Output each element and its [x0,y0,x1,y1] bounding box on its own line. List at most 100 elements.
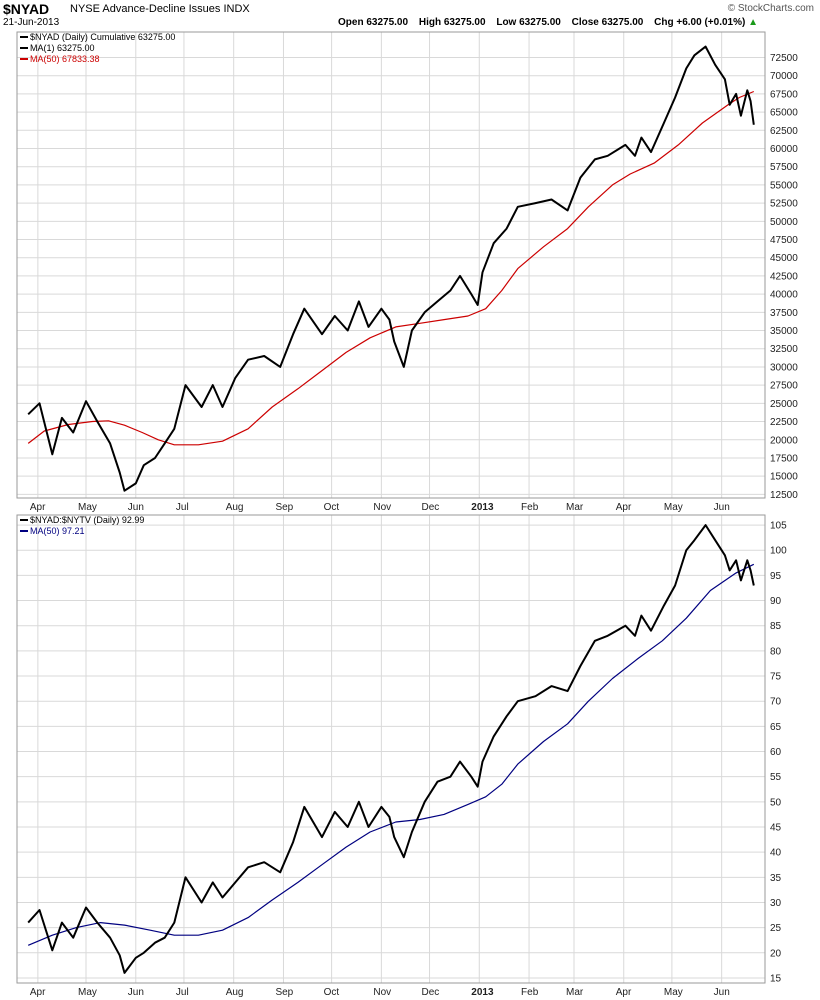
x-tick-label: Jun [128,987,144,998]
x-tick-label: May [664,502,683,513]
plot-area [17,515,765,983]
y-tick-label: 60 [770,747,782,758]
x-tick-label: Feb [521,987,539,998]
x-tick-label: May [664,987,683,998]
y-tick-label: 37500 [770,308,798,319]
y-tick-label: 15 [770,973,782,984]
y-tick-label: 30 [770,898,782,909]
security-title: NYSE Advance-Decline Issues [70,3,221,15]
y-tick-label: 75 [770,672,782,683]
y-tick-label: 105 [770,521,787,532]
exchange: INDX [223,3,250,15]
y-tick-label: 85 [770,621,782,632]
y-tick-label: 65 [770,722,782,733]
x-tick-label: Jun [128,502,144,513]
y-tick-label: 40 [770,848,782,859]
x-tick-label: Aug [226,987,244,998]
series-line [27,90,755,446]
y-tick-label: 95 [770,571,782,582]
legend-entry: MA(50) 67833.38 [30,54,100,64]
series-line [27,524,755,974]
x-tick-label: Apr [616,502,632,513]
y-tick-label: 35 [770,873,782,884]
y-tick-label: 42500 [770,271,798,282]
y-tick-label: 80 [770,646,782,657]
x-tick-label: Nov [373,502,391,513]
high-value: High 63275.00 [418,17,486,28]
x-tick-label: May [78,502,97,513]
y-tick-label: 65000 [770,108,798,119]
legend-entry: MA(50) 97.21 [30,526,85,536]
y-tick-label: 17500 [770,453,798,464]
legend-entry: $NYAD:$NYTV (Daily) 92.99 [30,515,144,525]
x-tick-label: Jun [714,987,730,998]
y-tick-label: 47500 [770,235,798,246]
y-tick-label: 55000 [770,180,798,191]
x-tick-label: Oct [324,987,340,998]
symbol: $NYAD [3,1,50,17]
x-tick-label: Jun [714,502,730,513]
x-tick-label: Apr [30,987,46,998]
plot-border [16,514,766,984]
plot-area [17,32,765,498]
x-tick-label: Apr [30,502,46,513]
y-tick-label: 32500 [770,344,798,355]
close-value: Close 63275.00 [571,17,644,28]
y-tick-label: 15000 [770,472,798,483]
x-tick-label: Aug [226,502,244,513]
y-tick-label: 72500 [770,53,798,64]
y-tick-label: 12500 [770,490,798,501]
y-tick-label: 100 [770,546,787,557]
legend-entry: MA(1) 63275.00 [30,43,95,53]
y-tick-label: 45 [770,823,782,834]
chart-header: $NYAD NYSE Advance-Decline Issues INDX 2… [0,0,820,32]
security-name: NYSE Advance-Decline Issues INDX [70,3,250,15]
x-tick-label: Mar [566,502,584,513]
x-tick-label: Sep [275,987,293,998]
up-arrow-icon: ▲ [748,17,758,28]
x-tick-label: Dec [422,987,440,998]
x-tick-label: Sep [275,502,293,513]
y-tick-label: 70 [770,697,782,708]
y-tick-label: 52500 [770,199,798,210]
plot-border [16,31,766,499]
y-tick-label: 20000 [770,435,798,446]
x-tick-label: Apr [616,987,632,998]
x-tick-label: Jul [176,502,189,513]
y-tick-label: 35000 [770,326,798,337]
y-tick-label: 25000 [770,399,798,410]
y-tick-label: 55 [770,772,782,783]
y-tick-label: 50000 [770,217,798,228]
y-tick-label: 70000 [770,71,798,82]
series-line [27,45,755,492]
x-tick-label: Jul [176,987,189,998]
y-tick-label: 27500 [770,381,798,392]
y-tick-label: 57500 [770,162,798,173]
y-tick-label: 20 [770,948,782,959]
y-tick-label: 62500 [770,126,798,137]
x-tick-label: Mar [566,987,584,998]
y-tick-label: 90 [770,596,782,607]
quote-date: 21-Jun-2013 [3,17,60,28]
y-tick-label: 60000 [770,144,798,155]
y-tick-label: 67500 [770,89,798,100]
low-value: Low 63275.00 [496,17,561,28]
x-tick-label: Oct [324,502,340,513]
y-tick-label: 40000 [770,290,798,301]
x-tick-label: May [78,987,97,998]
y-tick-label: 25 [770,923,782,934]
y-tick-label: 22500 [770,417,798,428]
change-value: Chg +6.00 (+0.01%) ▲ [654,17,758,28]
y-tick-label: 30000 [770,362,798,373]
series-line [27,563,755,946]
y-tick-label: 45000 [770,253,798,264]
x-tick-label: Feb [521,502,539,513]
x-tick-label: Nov [373,987,391,998]
x-tick-label: 2013 [471,987,494,998]
legend-entry: $NYAD (Daily) Cumulative 63275.00 [30,32,175,42]
brand-watermark[interactable]: © StockCharts.com [727,3,814,14]
y-tick-label: 50 [770,797,782,808]
ohlc-readout: Open 63275.00 High 63275.00 Low 63275.00… [338,17,774,28]
x-tick-label: Dec [422,502,440,513]
